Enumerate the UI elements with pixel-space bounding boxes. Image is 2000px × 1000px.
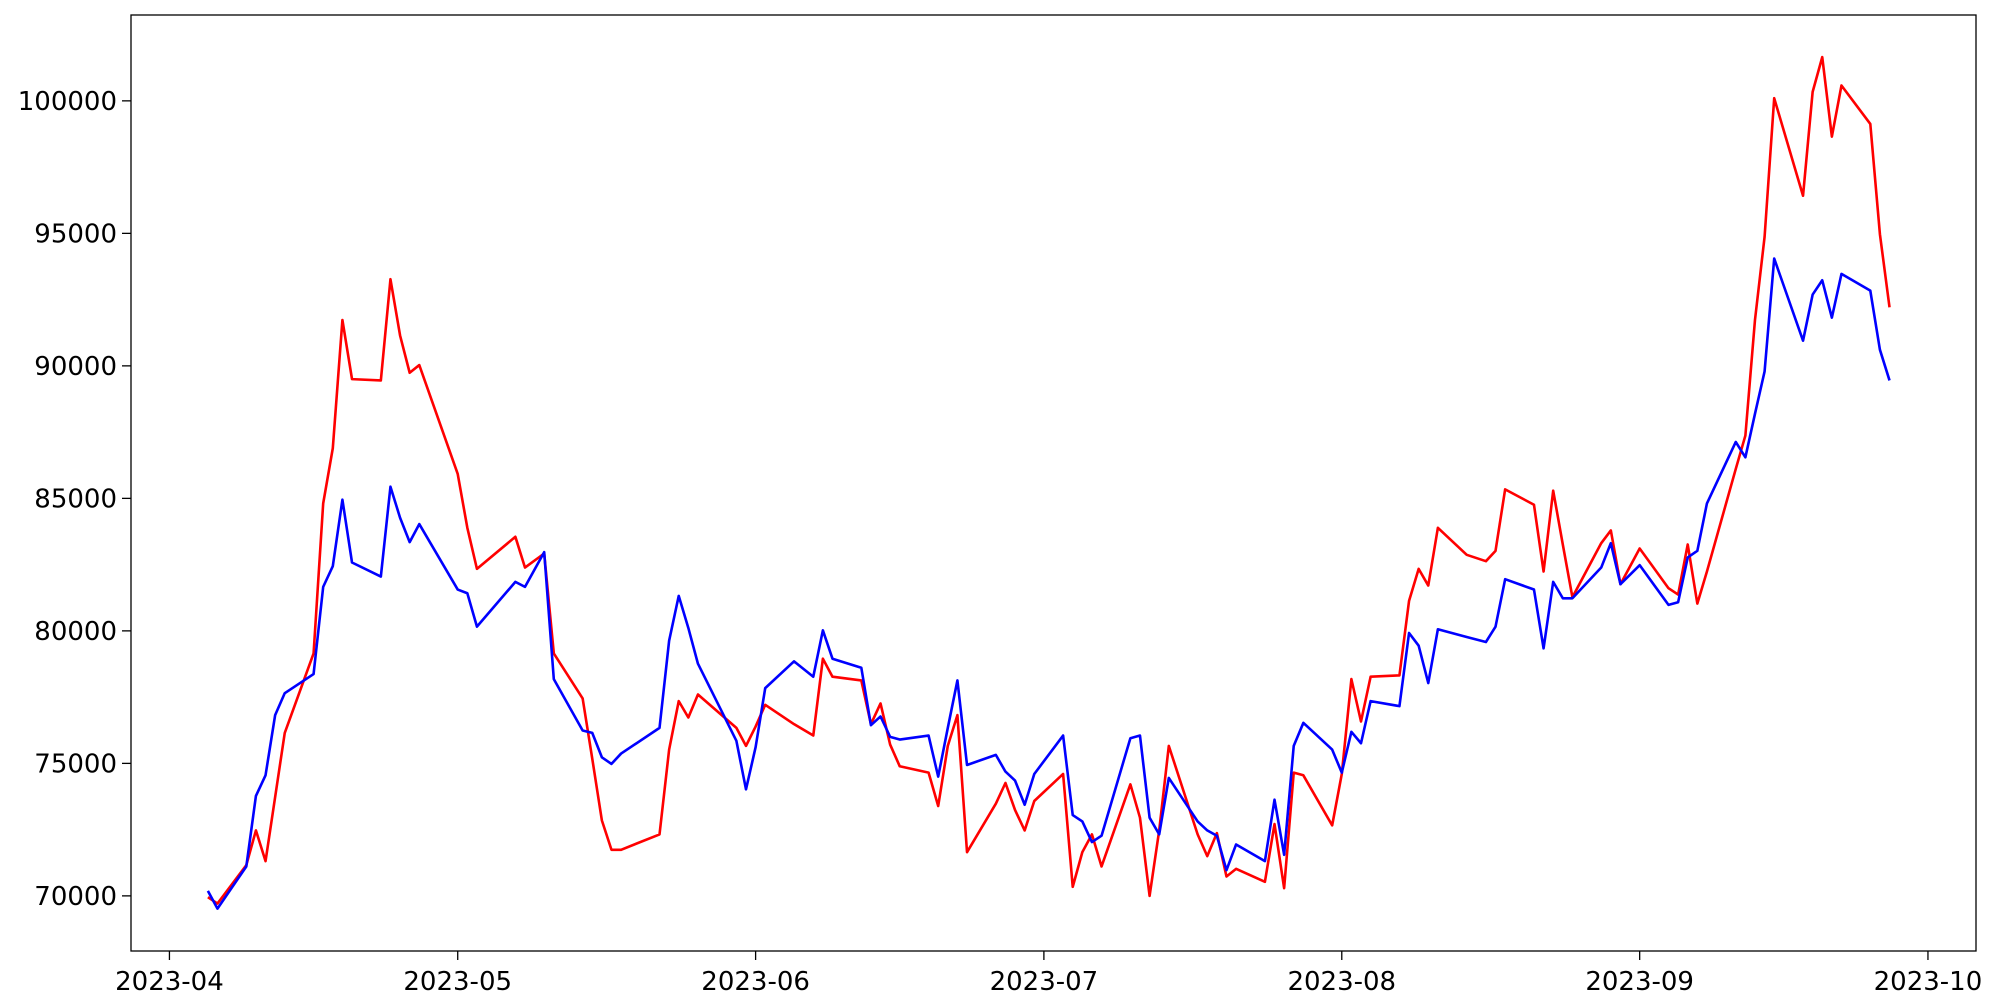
- x-tick-label: 2023-06: [701, 967, 810, 997]
- y-tick-label: 100000: [18, 87, 117, 117]
- y-tick-label: 90000: [34, 352, 117, 382]
- x-tick-label: 2023-09: [1585, 967, 1694, 997]
- x-tick-label: 2023-08: [1287, 967, 1396, 997]
- y-tick-label: 70000: [34, 882, 117, 912]
- y-tick-label: 80000: [34, 617, 117, 647]
- x-tick-label: 2023-05: [403, 967, 512, 997]
- y-tick-label: 95000: [34, 219, 117, 249]
- plot-frame: [130, 14, 1977, 952]
- x-tick-label: 2023-04: [115, 967, 224, 997]
- series-line: [207, 55, 1891, 905]
- series-line: [206, 257, 1891, 910]
- y-tick-label: 85000: [34, 484, 117, 514]
- x-tick-label: 2023-07: [990, 967, 1099, 997]
- x-tick-label: 2023-10: [1874, 967, 1983, 997]
- y-tick-label: 75000: [34, 749, 117, 779]
